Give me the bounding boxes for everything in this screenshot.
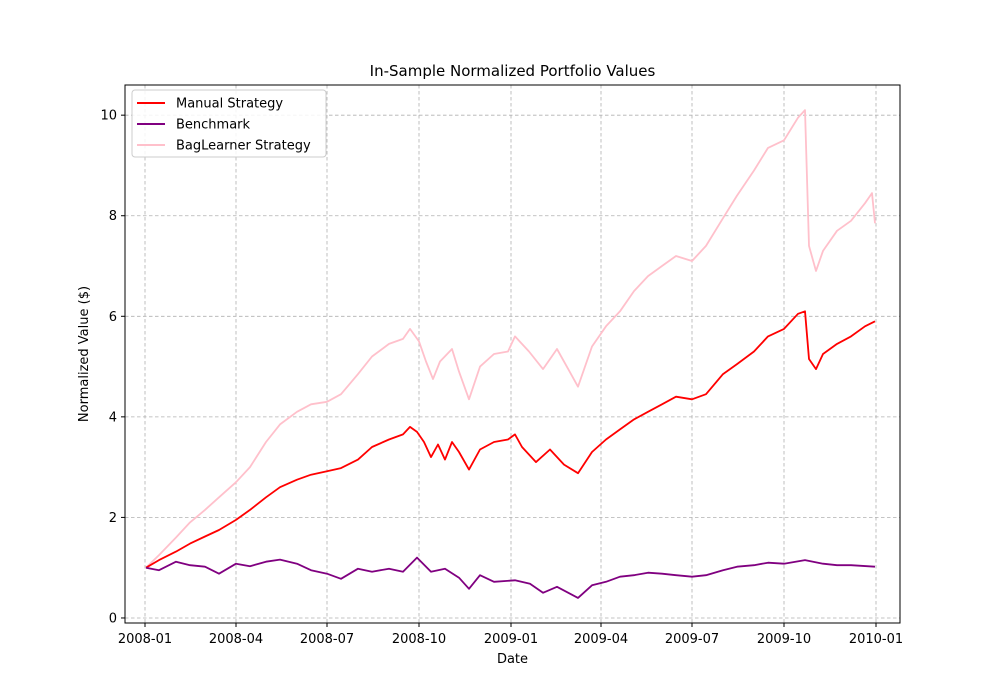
- legend-box: [131, 89, 327, 158]
- y-axis: 0 2 4 6 8 10: [100, 109, 125, 626]
- legend-entry-label: Benchmark: [176, 118, 251, 133]
- x-tick-label: 2009-10: [757, 632, 811, 647]
- x-tick-label: 2009-04: [574, 632, 628, 647]
- y-tick-label: 10: [100, 109, 117, 124]
- y-tick-label: 8: [109, 209, 117, 224]
- x-tick-label: 2009-07: [665, 632, 719, 647]
- x-tick-label: 2008-01: [118, 632, 172, 647]
- legend: Manual Strategy Benchmark BagLearner Strat…: [131, 89, 327, 158]
- x-tick-label: 2008-10: [392, 632, 446, 647]
- x-tick-label: 2008-04: [209, 632, 263, 647]
- series-line-1: [145, 556, 876, 599]
- series-line-2: [145, 109, 876, 569]
- chart-title: In-Sample Normalized Portfolio Values: [370, 62, 656, 80]
- x-tick-label: 2008-07: [300, 632, 354, 647]
- x-axis-title: Date: [497, 652, 528, 667]
- y-tick-label: 6: [109, 310, 117, 325]
- series-lines: [145, 109, 876, 599]
- x-tick-label: 2010-01: [849, 632, 903, 647]
- plot-frame: [124, 84, 901, 624]
- legend-entry-label: BagLearner Strategy: [176, 139, 311, 154]
- y-tick-label: 0: [109, 611, 117, 626]
- x-axis: 2008-01 2008-04 2008-07 2008-10 2009-01 2009-…: [118, 623, 903, 647]
- grid-lines: [125, 85, 900, 623]
- legend-entry-label: Manual Strategy: [176, 97, 283, 112]
- series-line-0: [145, 310, 876, 569]
- y-tick-label: 4: [109, 410, 117, 425]
- x-tick-label: 2009-01: [484, 632, 538, 647]
- y-tick-label: 2: [109, 511, 117, 526]
- y-axis-title: Normalized Value ($): [77, 286, 92, 422]
